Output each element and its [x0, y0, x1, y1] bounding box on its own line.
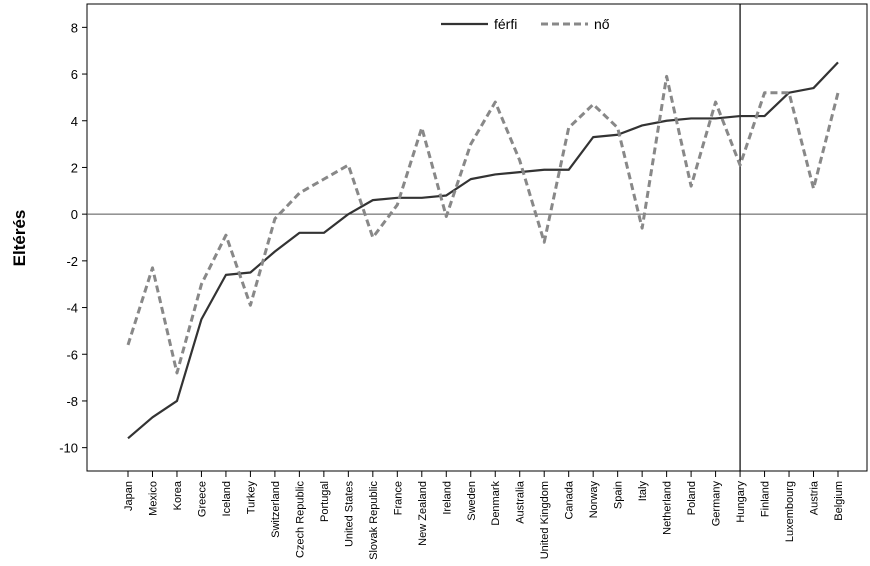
y-tick-label: -8: [66, 394, 78, 409]
x-tick-label: Norway: [588, 481, 600, 519]
reference-lines: [87, 4, 867, 471]
x-tick-label: Turkey: [245, 481, 257, 515]
y-tick-label: 2: [71, 160, 78, 175]
x-tick-label: Luxembourg: [784, 481, 796, 542]
y-axis-label: Eltérés: [10, 210, 29, 267]
x-tick-label: Hungary: [735, 481, 747, 523]
y-axis: -10 -8 -6 -4 -2 0 2 4 6 8: [59, 20, 87, 456]
x-tick-label: Mexico: [147, 481, 159, 516]
x-tick-label: Czech Republic: [294, 481, 306, 559]
x-tick-label: Switzerland: [270, 481, 282, 538]
x-tick-label: United States: [343, 481, 355, 548]
legend-label-nő: nő: [594, 16, 610, 32]
x-tick-label: Iceland: [221, 481, 233, 516]
x-tick-label: Korea: [172, 480, 184, 510]
y-tick-label: 4: [71, 114, 78, 129]
x-tick-label: Greece: [196, 481, 208, 517]
plot-border: [86, 3, 868, 472]
y-tick-label: -2: [66, 254, 78, 269]
x-tick-label: Denmark: [490, 481, 502, 526]
x-tick-label: Ireland: [441, 481, 453, 515]
legend-label-férfi: férfi: [494, 16, 517, 32]
x-tick-label: Japan: [123, 481, 135, 511]
x-axis: Japan Mexico Korea Greece Iceland Turkey Switz…: [123, 471, 845, 560]
x-tick-label: France: [392, 481, 404, 515]
y-tick-label: 0: [71, 207, 78, 222]
y-tick-label: 8: [71, 20, 78, 35]
x-tick-label: Slovak Republic: [368, 481, 380, 560]
x-tick-label: New Zealand: [417, 481, 429, 546]
y-tick-label: -6: [66, 347, 78, 362]
legend: férfi nő: [441, 16, 610, 32]
y-tick-label: -4: [66, 301, 78, 316]
x-tick-label: Finland: [760, 481, 772, 517]
x-tick-label: Netherland: [662, 481, 674, 535]
x-tick-label: Germany: [711, 481, 723, 527]
series-group: [126, 61, 840, 440]
y-tick-label: 6: [71, 67, 78, 82]
x-tick-label: Italy: [637, 481, 649, 502]
x-tick-label: Sweden: [466, 481, 478, 521]
x-tick-label: United Kingdom: [539, 481, 551, 559]
x-tick-label: Portugal: [319, 481, 331, 522]
plot-frame: [86, 3, 868, 472]
series-line-nő: [126, 74, 840, 375]
x-tick-label: Spain: [613, 481, 625, 509]
x-tick-label: Australia: [515, 480, 527, 524]
x-tick-label: Austria: [809, 480, 821, 515]
x-tick-label: Belgium: [833, 481, 845, 521]
series-line-férfi: [127, 61, 839, 440]
y-tick-label: -10: [59, 441, 78, 456]
x-tick-label: Poland: [686, 481, 698, 515]
x-tick-label: Canada: [564, 480, 576, 519]
